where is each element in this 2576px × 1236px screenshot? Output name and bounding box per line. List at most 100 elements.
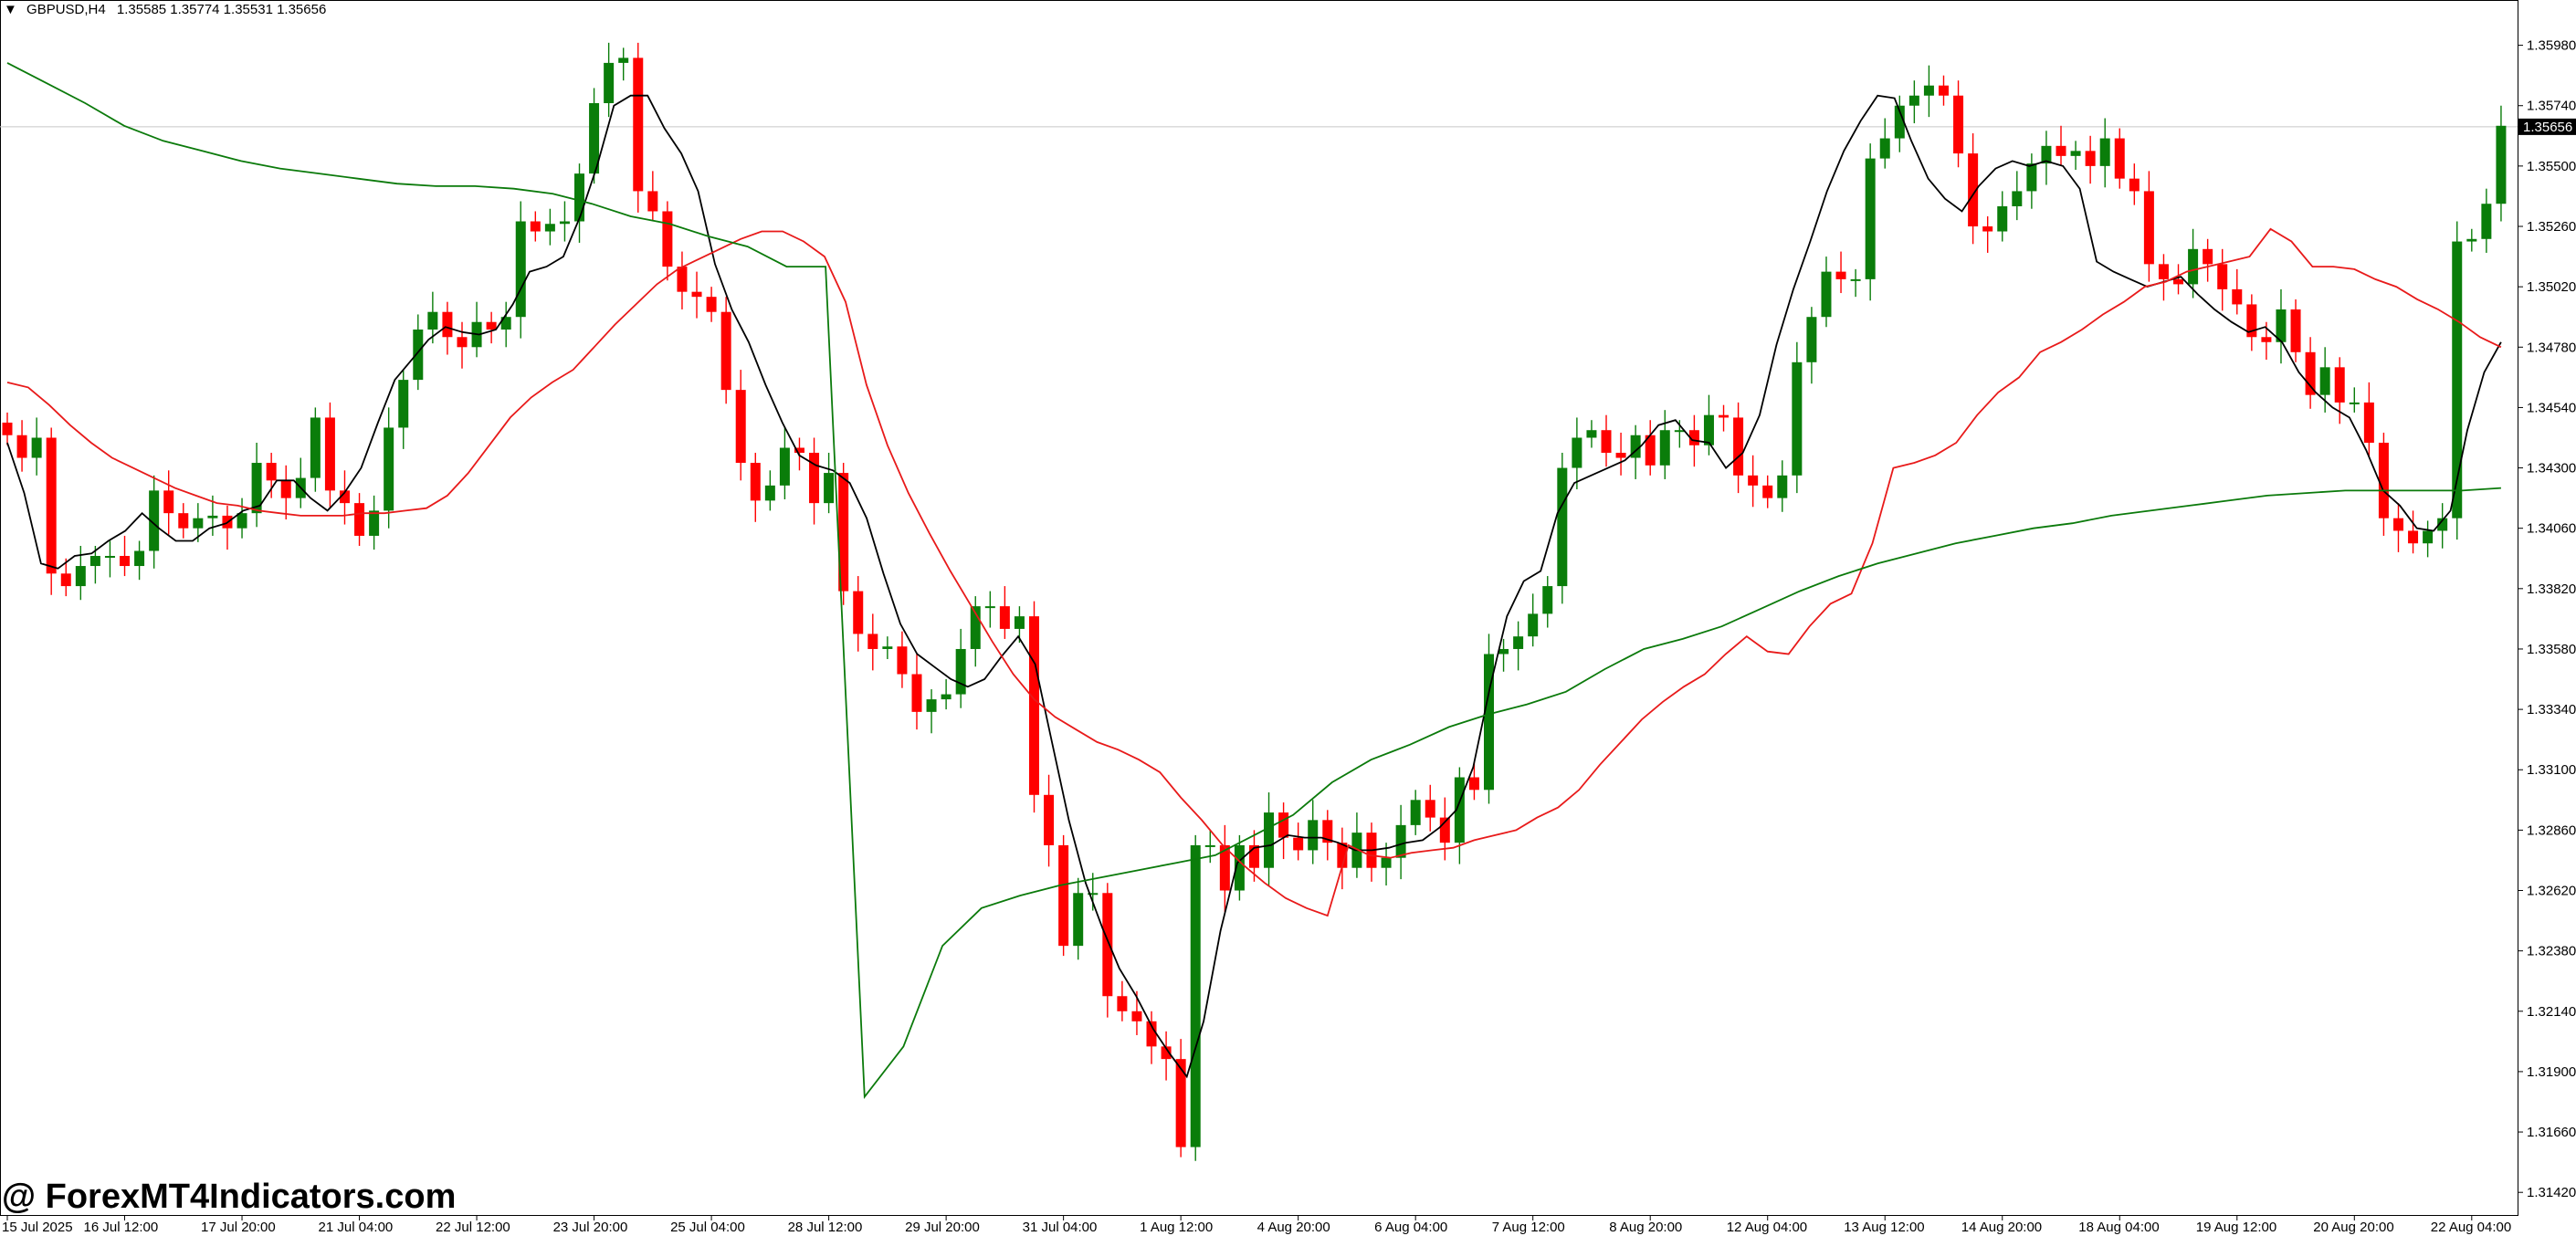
bull-candle: [1528, 613, 1539, 637]
bull-candle: [2099, 138, 2110, 166]
bull-candle: [2276, 309, 2287, 342]
bear-candle: [354, 503, 365, 536]
y-tick-label: 1.35260: [2527, 219, 2576, 235]
bear-candle: [2085, 151, 2096, 166]
x-tick-label: 20 Aug 20:00: [2313, 1220, 2393, 1235]
bear-candle: [16, 435, 27, 458]
bear-candle: [2129, 178, 2140, 192]
bull-candle: [1865, 158, 1876, 279]
bull-candle: [1264, 812, 1275, 868]
bear-candle: [1953, 95, 1964, 154]
x-tick-label: 17 Jul 20:00: [201, 1220, 276, 1235]
bear-candle: [2334, 367, 2345, 403]
bull-candle: [413, 329, 424, 381]
x-tick-label: 14 Aug 20:00: [1961, 1220, 2042, 1235]
bull-candle: [2423, 530, 2434, 544]
current-price-box: [2518, 118, 2576, 135]
bear-candle: [530, 221, 541, 232]
y-tick-label: 1.32620: [2527, 884, 2576, 899]
x-tick-label: 31 Jul 04:00: [1023, 1220, 1098, 1235]
x-tick-label: 22 Aug 04:00: [2431, 1220, 2511, 1235]
bear-candle: [706, 297, 717, 312]
plot-frame: [0, 0, 2518, 1216]
bull-candle: [941, 694, 952, 700]
bull-candle: [104, 556, 115, 559]
bear-candle: [2203, 248, 2213, 265]
bear-candle: [2056, 145, 2066, 156]
bear-candle: [2, 422, 13, 435]
bull-candle: [544, 224, 555, 232]
bull-candle: [882, 646, 893, 649]
y-tick-label: 1.31900: [2527, 1064, 2576, 1080]
y-tick-label: 1.33100: [2527, 762, 2576, 778]
bull-candle: [2349, 402, 2360, 404]
x-tick-label: 21 Jul 04:00: [319, 1220, 394, 1235]
bull-candle: [604, 62, 615, 103]
bear-candle: [911, 674, 922, 712]
bear-candle: [1425, 800, 1435, 818]
bear-candle: [1468, 777, 1479, 791]
x-tick-label: 28 Jul 12:00: [788, 1220, 863, 1235]
bear-candle: [2217, 264, 2228, 289]
bear-candle: [1278, 812, 1289, 838]
bear-candle: [1337, 843, 1348, 868]
x-tick-label: 19 Aug 12:00: [2196, 1220, 2276, 1235]
bear-candle: [1645, 435, 1656, 466]
bear-candle: [838, 473, 849, 592]
bull-candle: [398, 380, 409, 428]
bull-candle: [2466, 238, 2477, 242]
bear-candle: [2232, 288, 2243, 305]
bear-candle: [750, 463, 761, 501]
bear-candle: [2305, 351, 2316, 395]
bear-candle: [647, 191, 658, 212]
bear-candle: [2408, 530, 2419, 544]
bear-candle: [1835, 271, 1846, 279]
y-tick-label: 1.31660: [2527, 1125, 2576, 1140]
bull-candle: [1674, 430, 1685, 433]
bull-candle: [207, 515, 218, 518]
bear-candle: [163, 490, 174, 514]
bear-candle: [897, 646, 908, 675]
bull-candle: [2070, 151, 2081, 156]
bull-candle: [1381, 857, 1392, 868]
y-tick-label: 1.33820: [2527, 581, 2576, 597]
bear-candle: [1219, 844, 1230, 891]
bear-candle: [266, 463, 277, 481]
bull-candle: [427, 311, 438, 330]
bull-candle: [1073, 893, 1084, 947]
bear-candle: [853, 591, 864, 634]
bear-candle: [735, 390, 746, 464]
y-tick-label: 1.34780: [2527, 340, 2576, 355]
bear-candle: [1688, 430, 1699, 445]
bull-candle: [1923, 85, 1934, 96]
bear-candle: [1175, 1059, 1186, 1147]
bull-candle: [369, 510, 380, 536]
bull-candle: [1234, 844, 1245, 891]
bull-candle: [1908, 95, 1919, 106]
bear-candle: [794, 447, 804, 454]
x-tick-label: 6 Aug 04:00: [1374, 1220, 1447, 1235]
x-tick-label: 8 Aug 20:00: [1609, 1220, 1682, 1235]
bull-candle: [1792, 361, 1803, 476]
ohlc-values: 1.35585 1.35774 1.35531 1.35656: [116, 2, 327, 17]
x-tick-label: 23 Jul 20:00: [553, 1220, 628, 1235]
bull-candle: [500, 317, 511, 330]
bull-candle: [1204, 844, 1215, 847]
triangle-down-icon[interactable]: ▼: [4, 2, 17, 17]
bull-candle: [251, 463, 262, 514]
bear-candle: [1762, 485, 1773, 498]
bear-candle: [178, 513, 189, 529]
bear-candle: [1439, 817, 1450, 843]
bull-candle: [1454, 777, 1465, 843]
bear-candle: [1719, 414, 1730, 418]
x-tick-label: 16 Jul 12:00: [84, 1220, 159, 1235]
bull-candle: [31, 437, 42, 458]
bull-candle: [2496, 125, 2507, 204]
bull-candle: [764, 485, 775, 501]
bear-candle: [1146, 1021, 1157, 1047]
bear-candle: [1293, 837, 1304, 851]
bear-candle: [677, 267, 688, 292]
bear-candle: [1131, 1011, 1142, 1021]
bear-candle: [633, 58, 644, 192]
